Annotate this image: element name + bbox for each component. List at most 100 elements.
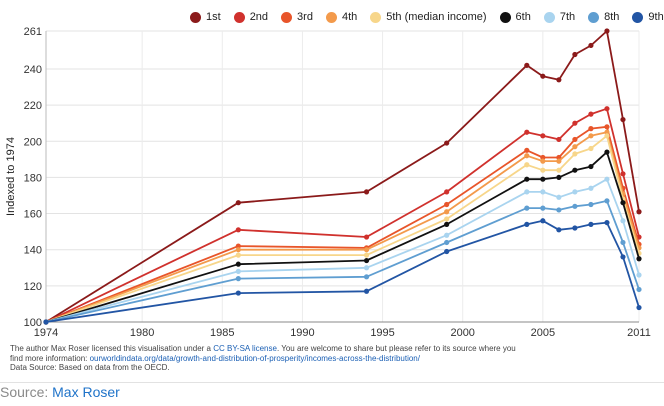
source-author-link[interactable]: Max Roser [52, 384, 120, 400]
chart-frame: 100 120 140 160 180 200 220 240 261 1974 1980 1985 1… [0, 11, 664, 383]
series-line-9 [45, 219, 640, 323]
data-point [636, 256, 642, 262]
data-point [235, 227, 241, 233]
legend-label: 2nd [249, 11, 269, 23]
source-url-link[interactable]: ourworldindata.org/data/growth-and-distr… [89, 353, 420, 363]
data-point [524, 153, 530, 159]
data-point [444, 248, 450, 255]
legend-swatch [325, 11, 337, 23]
data-point [556, 158, 562, 164]
x-tick-label: 1974 [34, 327, 58, 339]
legend-item: 1st [190, 11, 221, 23]
data-point [444, 140, 450, 146]
legend-swatch [370, 11, 382, 23]
data-point [444, 221, 450, 227]
data-point [556, 167, 562, 173]
data-point [604, 133, 610, 139]
data-point [235, 290, 241, 296]
data-point [556, 174, 562, 181]
legend-label: 3rd [297, 11, 313, 23]
data-point [588, 185, 594, 191]
data-point [572, 203, 578, 209]
data-point [620, 254, 626, 260]
data-point [572, 120, 578, 126]
data-point [524, 147, 530, 153]
x-tick-label: 2005 [531, 327, 555, 339]
y-tick-label: 140 [24, 245, 42, 257]
data-point [636, 209, 642, 215]
legend-swatch [543, 11, 555, 23]
data-point [572, 225, 578, 231]
data-point [235, 247, 241, 253]
credit-text: . You are welcome to share but please re… [276, 344, 516, 353]
x-tick-label: 1990 [290, 327, 314, 339]
plot-area [46, 31, 639, 322]
data-point [556, 227, 562, 233]
legend-label: 9th [648, 11, 664, 23]
source-label: Source: [0, 384, 53, 400]
source-caption: Source: Max Roser [0, 384, 120, 400]
y-tick-label: 120 [24, 281, 42, 293]
data-point [363, 257, 370, 264]
y-tick-label: 200 [24, 136, 42, 148]
legend-swatch [281, 11, 293, 23]
data-point [540, 154, 546, 161]
data-point [588, 126, 594, 132]
data-point [604, 28, 610, 34]
data-point [636, 304, 642, 311]
legend-swatch [190, 11, 201, 23]
data-point [540, 167, 546, 173]
series-line-4 [45, 131, 640, 323]
data-point [620, 171, 626, 177]
legend-item: 5th (median income) [370, 11, 487, 23]
data-point [235, 200, 241, 206]
credit-text: The author Max Roser licensed this visua… [10, 344, 214, 353]
legend-label: 5th (median income) [386, 11, 487, 23]
y-axis-label: Indexed to 1974 [5, 137, 17, 216]
data-point [556, 77, 562, 83]
data-point [588, 111, 594, 117]
data-point [620, 200, 626, 206]
data-point [444, 201, 450, 208]
license-link[interactable]: CC BY-SA license [213, 344, 277, 353]
data-point [572, 189, 578, 195]
data-point [588, 201, 594, 208]
data-point [636, 286, 642, 293]
data-point [540, 218, 546, 224]
y-tick-label: 100 [24, 317, 42, 329]
data-point [540, 133, 546, 139]
data-point [604, 106, 610, 112]
data-point [524, 189, 530, 195]
y-tick-label: 220 [24, 100, 42, 112]
data-point [620, 239, 626, 246]
x-tick-label: 1985 [210, 327, 234, 339]
credit-text: find more information: [10, 353, 90, 363]
legend-swatch [499, 11, 511, 23]
data-point [235, 276, 241, 282]
data-point [43, 319, 49, 325]
x-tick-label: 1995 [370, 327, 394, 339]
series-line-2 [45, 107, 640, 323]
data-point [620, 116, 626, 123]
data-point [572, 136, 578, 143]
legend-item: 3rd [281, 11, 313, 23]
legend-swatch [632, 11, 644, 23]
data-point [363, 274, 370, 280]
data-point [540, 205, 546, 211]
data-point [524, 62, 530, 68]
x-tick-label: 1980 [130, 327, 154, 339]
legend-swatch [588, 11, 600, 23]
legend-label: 7th [559, 11, 576, 23]
data-point [235, 243, 241, 249]
data-point [524, 129, 530, 135]
data-point [235, 268, 241, 274]
data-point [524, 221, 530, 227]
license-credit: The author Max Roser licensed this visua… [10, 344, 610, 373]
data-point [604, 219, 610, 226]
data-point [588, 163, 594, 170]
data-point [604, 124, 610, 130]
data-point [540, 73, 546, 79]
data-point [235, 252, 241, 258]
data-point [620, 218, 626, 224]
data-point [363, 288, 370, 294]
